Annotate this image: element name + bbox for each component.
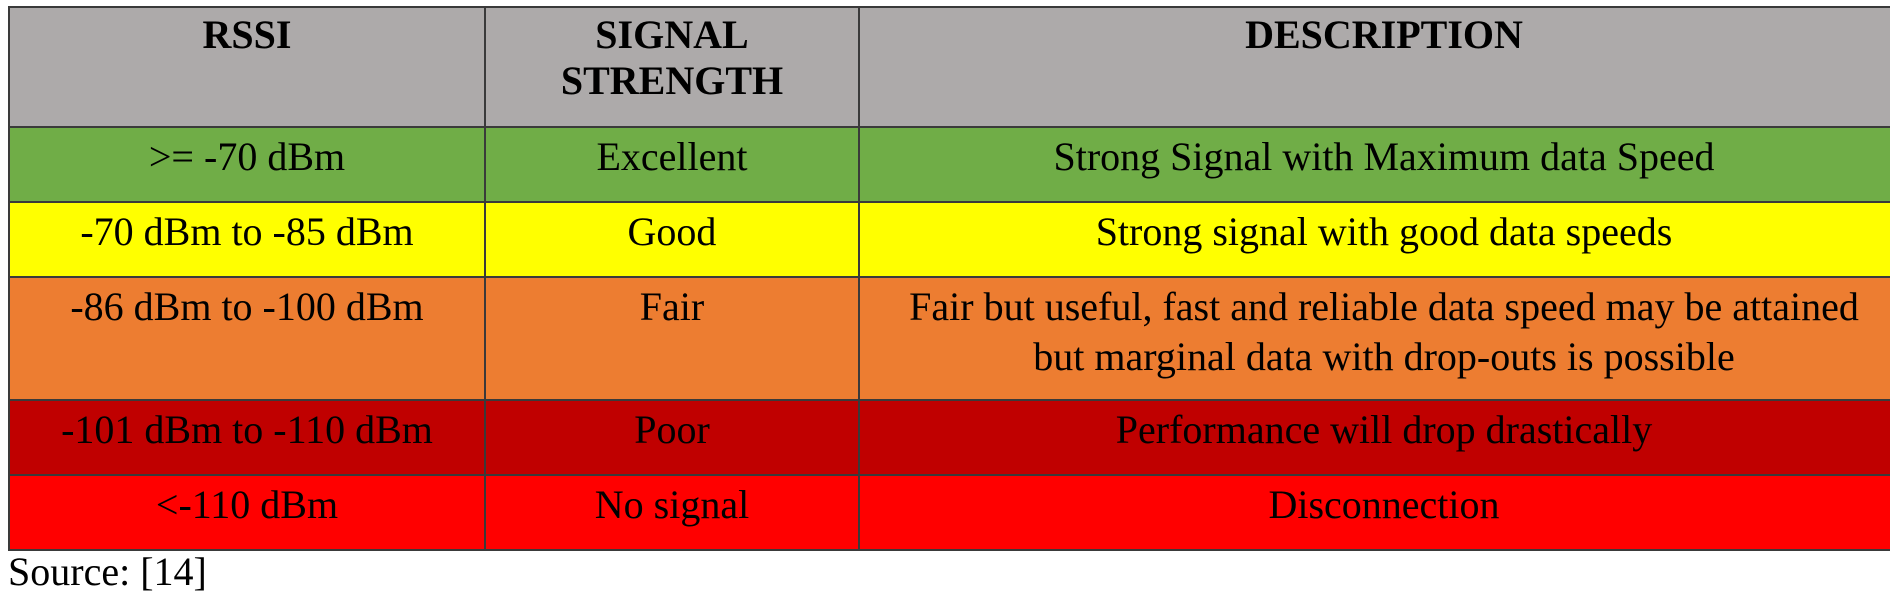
table-header-row: RSSI SIGNAL STRENGTH DESCRIPTION (8, 6, 1890, 128)
table-row: -86 dBm to -100 dBm Fair Fair but useful… (8, 276, 1890, 401)
source-citation: Source: [14] (8, 549, 207, 594)
cell-description: Strong signal with good data speeds (858, 201, 1890, 278)
description-line-1: Fair but useful, fast and reliable data … (909, 284, 1859, 329)
table-row: <-110 dBm No signal Disconnection (8, 474, 1890, 551)
description-line-2: but marginal data with drop-outs is poss… (1033, 334, 1735, 379)
table-row: -101 dBm to -110 dBm Poor Performance wi… (8, 399, 1890, 476)
cell-rssi: >= -70 dBm (8, 126, 486, 203)
rssi-table-container: RSSI SIGNAL STRENGTH DESCRIPTION >= -70 … (8, 6, 1890, 551)
cell-strength: Good (484, 201, 860, 278)
cell-strength: No signal (484, 474, 860, 551)
cell-rssi: <-110 dBm (8, 474, 486, 551)
cell-rssi: -101 dBm to -110 dBm (8, 399, 486, 476)
cell-strength: Excellent (484, 126, 860, 203)
table-row: >= -70 dBm Excellent Strong Signal with … (8, 126, 1890, 203)
table-row: -70 dBm to -85 dBm Good Strong signal wi… (8, 201, 1890, 278)
header-rssi: RSSI (8, 6, 486, 128)
cell-description: Disconnection (858, 474, 1890, 551)
cell-rssi: -86 dBm to -100 dBm (8, 276, 486, 401)
header-description: DESCRIPTION (858, 6, 1890, 128)
cell-strength: Poor (484, 399, 860, 476)
header-signal-strength: SIGNAL STRENGTH (484, 6, 860, 128)
cell-rssi: -70 dBm to -85 dBm (8, 201, 486, 278)
cell-description: Strong Signal with Maximum data Speed (858, 126, 1890, 203)
cell-description: Fair but useful, fast and reliable data … (858, 276, 1890, 401)
cell-strength: Fair (484, 276, 860, 401)
rssi-signal-table: RSSI SIGNAL STRENGTH DESCRIPTION >= -70 … (8, 6, 1890, 551)
cell-description: Performance will drop drastically (858, 399, 1890, 476)
